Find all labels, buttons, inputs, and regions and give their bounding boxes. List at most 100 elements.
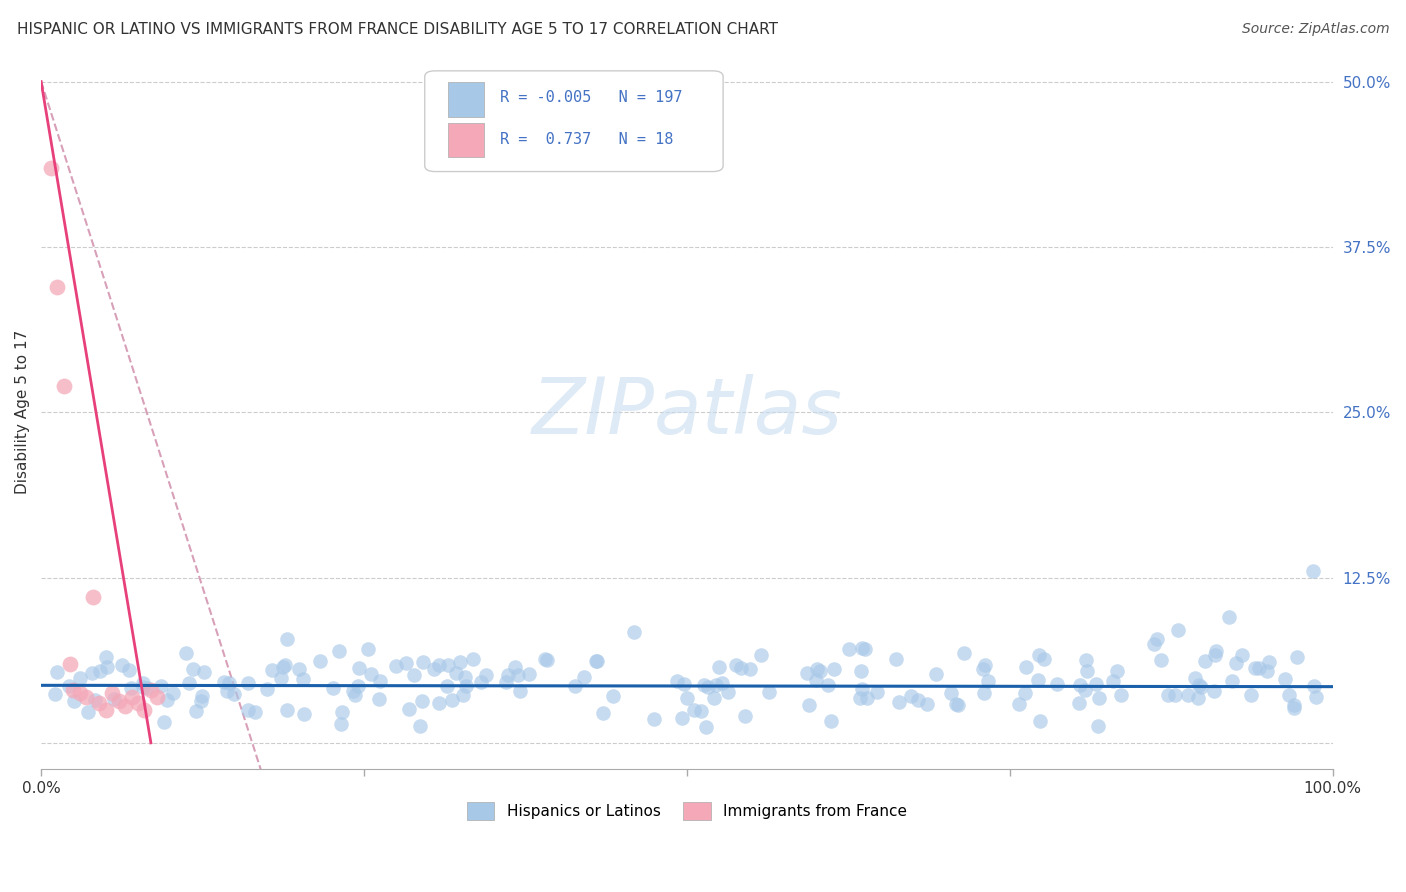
Point — [243, 705, 266, 719]
Point — [236, 703, 259, 717]
Point — [1015, 660, 1038, 674]
Point — [156, 692, 179, 706]
Point — [900, 690, 922, 704]
Point — [44, 687, 66, 701]
Point — [134, 703, 156, 717]
Point — [475, 668, 498, 682]
Point — [84, 693, 107, 707]
Point — [1222, 673, 1244, 688]
Point — [1143, 637, 1166, 651]
Point — [215, 683, 238, 698]
Point — [344, 688, 367, 702]
Point — [1074, 683, 1097, 698]
Point — [977, 674, 1000, 689]
Point — [1101, 674, 1123, 689]
Point — [101, 685, 124, 699]
Point — [291, 672, 314, 686]
Point — [697, 680, 720, 694]
Point — [586, 654, 609, 668]
Point — [395, 656, 418, 670]
Point — [150, 679, 173, 693]
Point — [118, 663, 141, 677]
Point — [823, 661, 845, 675]
Point — [866, 685, 889, 699]
Point — [412, 655, 434, 669]
Point — [121, 690, 143, 704]
Point — [1305, 690, 1327, 704]
Point — [271, 660, 294, 674]
Point — [139, 682, 162, 697]
Text: R = -0.005   N = 197: R = -0.005 N = 197 — [499, 89, 682, 104]
Point — [1274, 672, 1296, 686]
Point — [682, 703, 704, 717]
Point — [533, 652, 555, 666]
Point — [1076, 653, 1098, 667]
Point — [717, 685, 740, 699]
Point — [322, 681, 344, 695]
Point — [190, 689, 212, 703]
Point — [398, 702, 420, 716]
Point — [454, 679, 477, 693]
Point — [817, 678, 839, 692]
Point — [536, 652, 558, 666]
Legend: Hispanics or Latinos, Immigrants from France: Hispanics or Latinos, Immigrants from Fr… — [461, 796, 912, 826]
Point — [820, 714, 842, 729]
Point — [1202, 683, 1225, 698]
FancyBboxPatch shape — [425, 70, 723, 171]
Point — [276, 703, 298, 717]
Point — [368, 674, 391, 689]
Point — [183, 662, 205, 676]
Point — [120, 681, 142, 696]
Point — [436, 679, 458, 693]
Point — [89, 696, 111, 710]
Point — [411, 694, 433, 708]
Point — [804, 673, 827, 687]
Point — [437, 658, 460, 673]
Point — [1007, 698, 1029, 712]
Point — [162, 686, 184, 700]
Point — [1194, 654, 1216, 668]
Point — [1032, 651, 1054, 665]
Point — [62, 682, 84, 697]
Point — [193, 665, 215, 679]
Point — [884, 652, 907, 666]
Point — [855, 642, 877, 657]
Point — [75, 690, 97, 704]
Point — [96, 659, 118, 673]
Point — [1109, 688, 1132, 702]
Point — [276, 632, 298, 647]
Point — [973, 685, 995, 699]
Point — [309, 654, 332, 668]
Point — [146, 690, 169, 704]
Point — [292, 706, 315, 721]
Point — [711, 676, 734, 690]
Point — [328, 644, 350, 658]
Point — [114, 698, 136, 713]
FancyBboxPatch shape — [449, 122, 484, 157]
Point — [734, 708, 756, 723]
Point — [671, 711, 693, 725]
Point — [1107, 664, 1129, 678]
Point — [256, 681, 278, 696]
Point — [1087, 719, 1109, 733]
Text: Source: ZipAtlas.com: Source: ZipAtlas.com — [1241, 22, 1389, 37]
Point — [887, 695, 910, 709]
Point — [1258, 655, 1281, 669]
Point — [1278, 688, 1301, 702]
Point — [643, 712, 665, 726]
Point — [94, 650, 117, 665]
Point — [274, 657, 297, 672]
Point — [342, 683, 364, 698]
Point — [564, 679, 586, 693]
Point — [58, 657, 80, 671]
Point — [63, 694, 86, 708]
Point — [585, 654, 607, 668]
Point — [703, 691, 725, 706]
Point — [427, 658, 450, 673]
Point — [740, 662, 762, 676]
Point — [695, 721, 717, 735]
Point — [1240, 688, 1263, 702]
Y-axis label: Disability Age 5 to 17: Disability Age 5 to 17 — [15, 330, 30, 494]
Point — [1218, 610, 1240, 624]
Point — [1188, 678, 1211, 692]
